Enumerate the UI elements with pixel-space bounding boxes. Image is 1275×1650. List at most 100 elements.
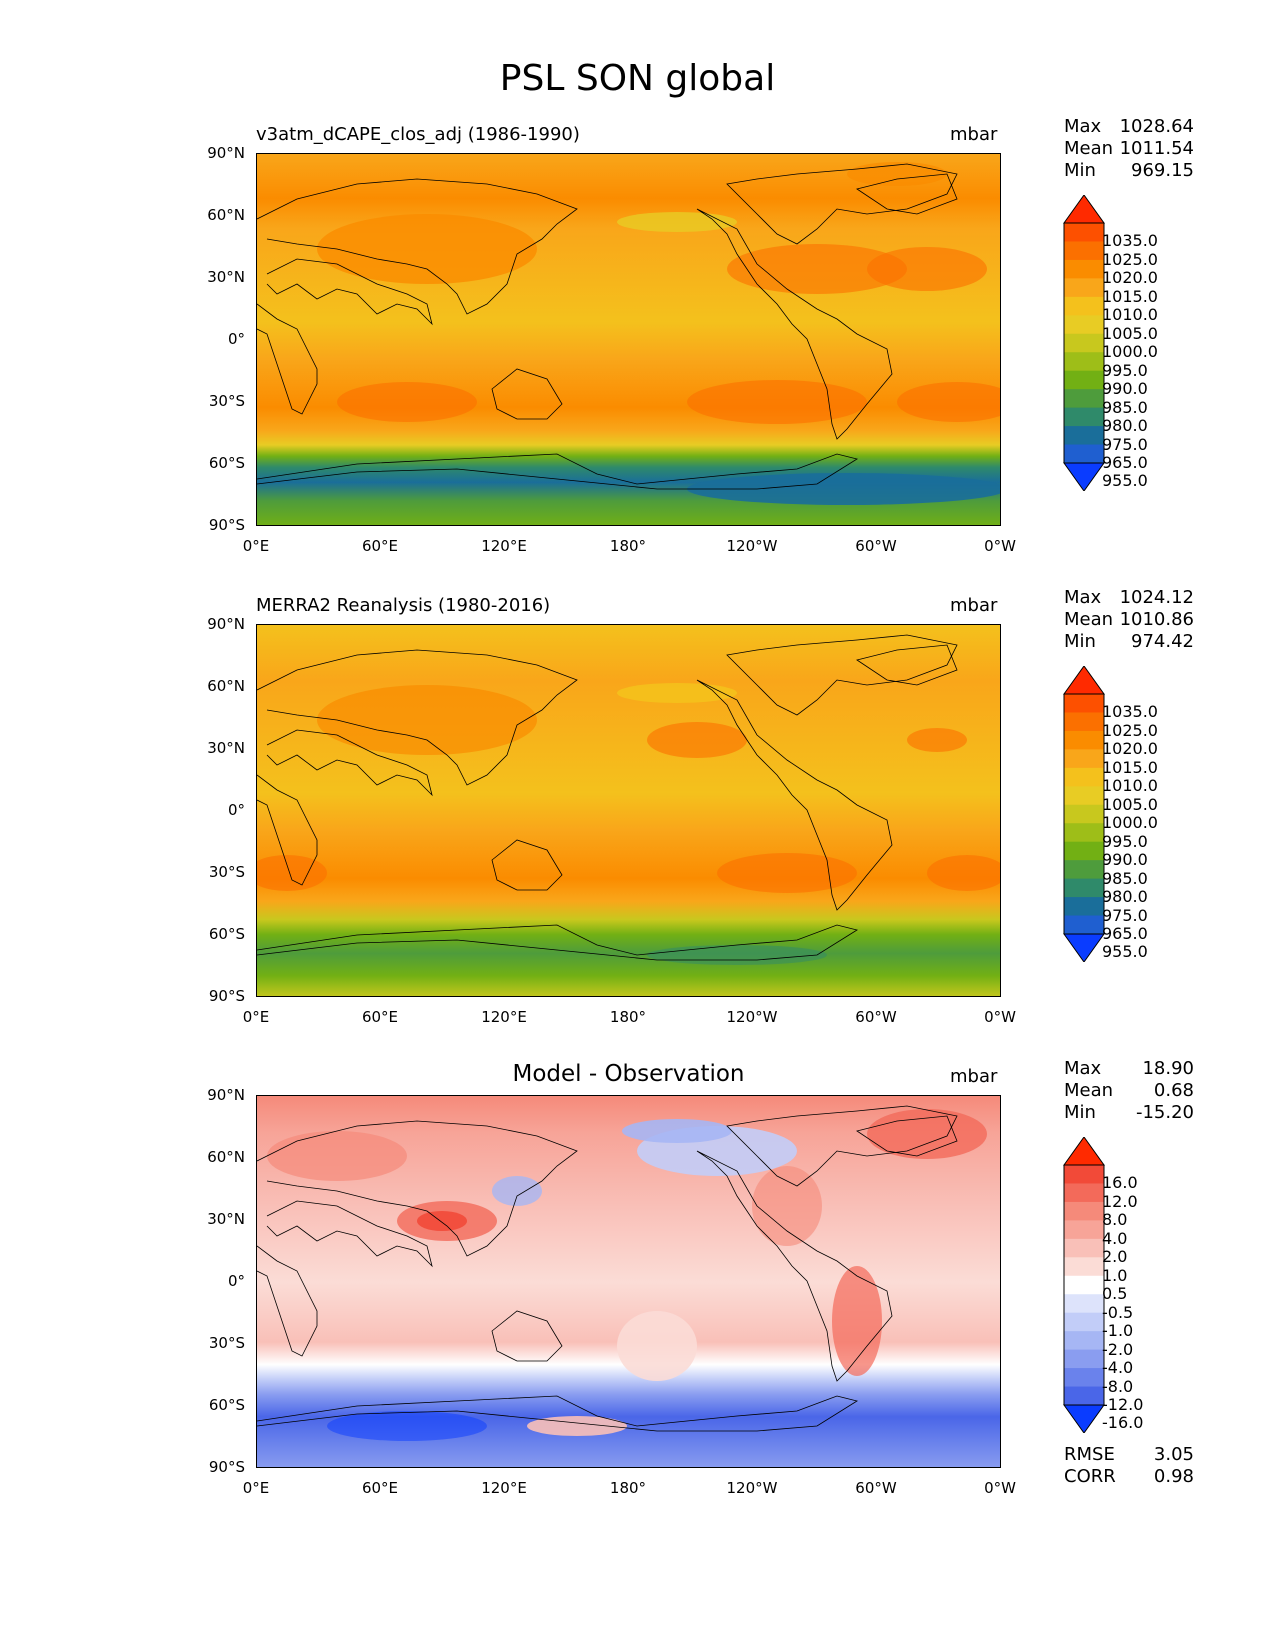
colorbar-band: [1064, 730, 1104, 750]
colorbar-extend-max: [1063, 195, 1105, 224]
colorbar-band: [1064, 1349, 1104, 1369]
colorbar-tick-label: 1035.0: [1102, 702, 1158, 722]
panel-1-lon-tick: 60°W: [855, 537, 897, 555]
panel-2-lon-tick: 0°W: [984, 1008, 1016, 1026]
stat-value: 974.42: [1131, 631, 1194, 652]
colorbar-band: [1064, 1275, 1104, 1295]
panel-3-lat-tick: 0°: [227, 1272, 245, 1290]
panel-2-lat-tick: 90°S: [208, 987, 245, 1005]
colorbar-tick-label: 1015.0: [1102, 286, 1158, 306]
colorbar-tick-label: 1020.0: [1102, 739, 1158, 759]
metric-value: 0.98: [1153, 1466, 1194, 1487]
colorbar-tick-label: 980.0: [1102, 887, 1148, 907]
colorbar-tick-label: -1.0: [1102, 1321, 1134, 1341]
colorbar-band: [1064, 841, 1104, 861]
colorbar-tick-label: 985.0: [1102, 868, 1148, 888]
stat-value: 1024.12: [1119, 587, 1194, 608]
colorbar-band: [1064, 241, 1104, 261]
colorbar-band: [1064, 370, 1104, 390]
stat-value: 1028.64: [1119, 116, 1194, 137]
colorbar-band: [1064, 749, 1104, 769]
colorbar-tick-label: 8.0: [1102, 1210, 1128, 1230]
colorbar-band: [1064, 897, 1104, 917]
colorbar-tick-label: -12.0: [1102, 1395, 1144, 1414]
panel-2-lat-tick: 30°S: [208, 863, 245, 881]
colorbar-tick-label: 1005.0: [1102, 794, 1158, 814]
panel-1-field: [257, 154, 1000, 525]
panel-3-lon-tick: 0°W: [984, 1479, 1016, 1497]
colorbar-tick-label: 1.0: [1102, 1265, 1128, 1285]
panel-1-colorbar: [1063, 195, 1105, 491]
panel-2-lat-tick: 0°: [227, 801, 245, 819]
colorbar-tick-label: 1035.0: [1102, 231, 1158, 251]
colorbar-tick-label: 1025.0: [1102, 720, 1158, 740]
panel-1-lat-tick: 60°N: [207, 206, 245, 224]
colorbar-band: [1064, 278, 1104, 298]
colorbar-band: [1064, 1294, 1104, 1314]
colorbar-extend-max: [1063, 666, 1105, 695]
panel-2-lat-tick: 60°S: [208, 925, 245, 943]
colorbar-extend-min: [1063, 933, 1105, 962]
stat-label: Mean: [1064, 609, 1114, 630]
panel-2-map[interactable]: [256, 624, 1001, 997]
colorbar-band: [1064, 1312, 1104, 1332]
colorbar-tick-label: 990.0: [1102, 850, 1148, 870]
panel-3-lon-tick: 60°E: [361, 1479, 399, 1497]
panel-1-map[interactable]: [256, 153, 1001, 526]
panel-2-lon-tick: 120°W: [726, 1008, 778, 1026]
colorbar-band: [1064, 352, 1104, 372]
panel-2-lon-tick: 60°W: [855, 1008, 897, 1026]
colorbar-tick-label: 2.0: [1102, 1247, 1128, 1267]
stat-value: 18.90: [1142, 1058, 1194, 1079]
panel-3-field: [257, 1096, 1000, 1467]
panel-2-field: [257, 625, 1000, 996]
stat-value: -15.20: [1135, 1102, 1194, 1123]
panel-1-lon-tick: 120°W: [726, 537, 778, 555]
stat-value: 0.68: [1153, 1080, 1194, 1101]
panel-3-lat-tick: 90°N: [207, 1086, 245, 1104]
panel-2-stats: Max 1024.12 Mean 1010.86 Min 974.42: [1064, 587, 1194, 653]
panel-3-lon-tick: 0°E: [242, 1479, 270, 1497]
panel-2-colorbar: [1063, 666, 1105, 962]
panel-3-colorbar: [1063, 1137, 1105, 1433]
stat-label: Min: [1064, 631, 1096, 652]
colorbar-band: [1064, 767, 1104, 787]
colorbar-extend-min: [1063, 1404, 1105, 1433]
colorbar-tick-label: 1010.0: [1102, 305, 1158, 325]
panel-1-lat-tick: 30°N: [207, 268, 245, 286]
colorbar-tick-label: 1015.0: [1102, 757, 1158, 777]
colorbar-band: [1064, 426, 1104, 446]
panel-3-title: Model - Observation: [512, 1061, 745, 1087]
colorbar-frame: [1063, 693, 1105, 935]
colorbar-band: [1064, 1220, 1104, 1240]
colorbar-band: [1064, 296, 1104, 316]
colorbar-tick-label: 965.0: [1102, 924, 1148, 943]
figure-title: PSL SON global: [499, 58, 776, 99]
stat-value: 1011.54: [1119, 138, 1194, 159]
panel-2-lat-tick: 90°N: [207, 615, 245, 633]
stat-value: 1010.86: [1119, 609, 1194, 630]
stat-label: Max: [1064, 116, 1102, 137]
colorbar-band: [1064, 1368, 1104, 1388]
panel-1-lat-tick: 60°S: [208, 454, 245, 472]
panel-3-map[interactable]: [256, 1095, 1001, 1468]
panel-3-lon-tick: 60°W: [855, 1479, 897, 1497]
panel-3-lat-tick: 60°N: [207, 1148, 245, 1166]
panel-1-lon-tick: 0°E: [242, 537, 270, 555]
colorbar-band: [1064, 1201, 1104, 1221]
colorbar-band: [1064, 915, 1104, 935]
panel-2-title: MERRA2 Reanalysis (1980-2016): [256, 595, 551, 616]
colorbar-tick-label: 975.0: [1102, 905, 1148, 925]
colorbar-tick-label: 16.0: [1102, 1173, 1138, 1193]
metric-label: CORR: [1064, 1466, 1116, 1487]
colorbar-tick-label: 975.0: [1102, 434, 1148, 454]
colorbar-tick-label: 965.0: [1102, 453, 1148, 472]
colorbar-band: [1064, 1238, 1104, 1258]
colorbar-band: [1064, 444, 1104, 464]
panel-3-lat-tick: 30°S: [208, 1334, 245, 1352]
colorbar-band: [1064, 1257, 1104, 1277]
colorbar-band: [1064, 1386, 1104, 1406]
colorbar-tick-label: 955.0: [1102, 471, 1148, 491]
colorbar-tick-label: -0.5: [1102, 1302, 1134, 1322]
stat-label: Max: [1064, 1058, 1102, 1079]
